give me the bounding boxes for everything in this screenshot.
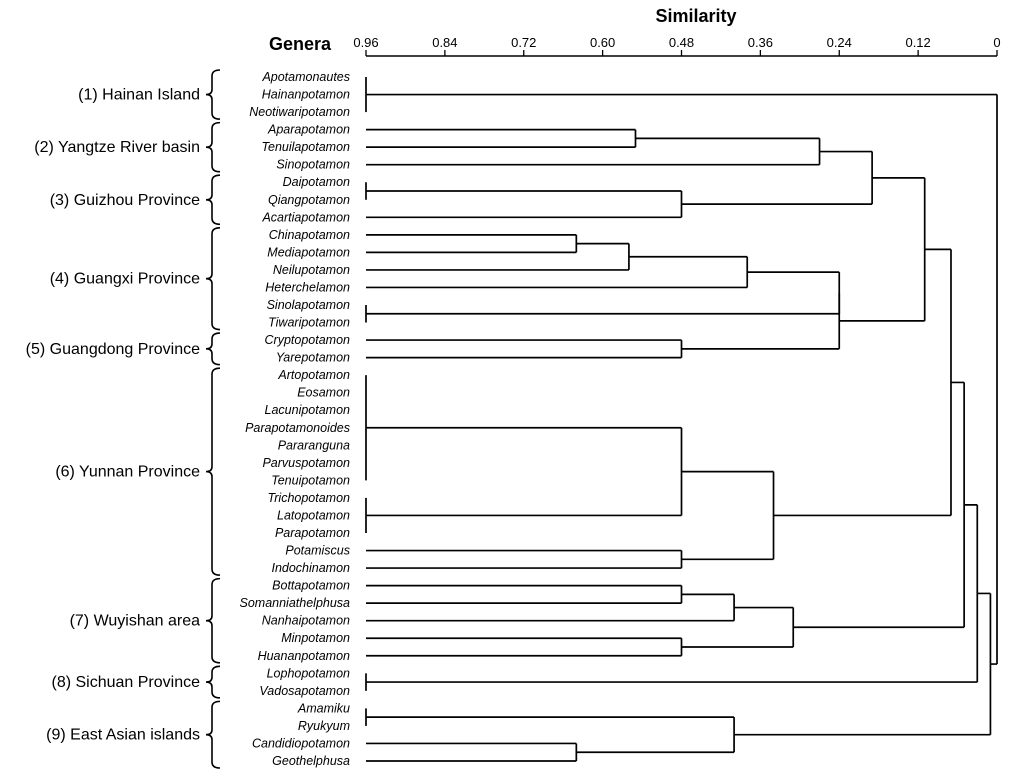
- region-label: (5) Guangdong Province: [26, 341, 200, 358]
- genus-label: Yarepotamon: [276, 351, 350, 365]
- genus-label: Cryptopotamon: [265, 333, 351, 347]
- dendrogram-branch: [366, 255, 749, 289]
- dendrogram-branch: [681, 292, 841, 350]
- axis-tick-label: 0.72: [511, 35, 536, 50]
- genus-label: Hainanpotamon: [262, 88, 350, 102]
- genus-label: Sinolapotamon: [267, 298, 350, 312]
- genus-label: Daipotamon: [283, 175, 350, 189]
- axis-tick-label: 0.48: [669, 35, 694, 50]
- axis-tick-label: 0.12: [905, 35, 930, 50]
- dendrogram-branch: [366, 242, 630, 271]
- dendrogram-branches: [365, 77, 998, 762]
- axis-tick-label: 0.60: [590, 35, 615, 50]
- genus-label: Acartiapotamon: [261, 210, 350, 224]
- genus-label: Latopotamon: [277, 508, 350, 522]
- genus-label: Ryukyum: [298, 719, 350, 733]
- genus-label: Pararanguna: [278, 438, 350, 452]
- dendrogram-branch: [366, 716, 735, 754]
- axis-tick-label: 0.84: [432, 35, 457, 50]
- genus-label: Qiangpotamon: [268, 193, 350, 207]
- genus-label: Parapotamon: [275, 526, 350, 540]
- genus-label: Heterchelamon: [265, 280, 350, 294]
- dendrogram-branch: [366, 503, 979, 683]
- genus-label: Lacunipotamon: [265, 403, 351, 417]
- region-label: (4) Guangxi Province: [50, 271, 200, 288]
- genus-label: Minpotamon: [281, 631, 350, 645]
- region-label: (2) Yangtze River basin: [34, 139, 200, 156]
- region-labels: (1) Hainan Island (2) Yangtze River basin…: [26, 69, 221, 769]
- dendrogram-branch: [366, 190, 683, 219]
- genus-label: Apotamonautes: [261, 70, 350, 84]
- genus-labels: Apotamonautes Hainanpotamon Neotiwaripotam…: [240, 70, 351, 768]
- genus-label: Parvuspotamon: [262, 456, 350, 470]
- genus-label: Aparapotamon: [267, 123, 350, 137]
- genus-label: Nanhaipotamon: [262, 614, 350, 628]
- dendrogram-branch: [366, 128, 637, 149]
- genus-label: Somanniathelphusa: [240, 596, 351, 610]
- region-label: (8) Sichuan Province: [51, 674, 200, 691]
- genus-label: Indochinamon: [271, 561, 350, 575]
- region-label: (9) East Asian islands: [46, 727, 200, 744]
- region-brace: [205, 121, 221, 173]
- dendrogram-branch: [681, 150, 873, 206]
- genus-label: Vadosapotamon: [259, 684, 350, 698]
- genera-axis-label: Genera: [269, 34, 332, 54]
- similarity-axis: 0.96 0.84 0.72 0.60 0.48 0.36 0.24 0.12 0: [353, 35, 1001, 57]
- axis-tick-label: 0: [993, 35, 1000, 50]
- genus-label: Bottapotamon: [272, 579, 350, 593]
- axis-tick-label: 0.96: [353, 35, 378, 50]
- region-brace: [205, 227, 221, 331]
- dendrogram-branch: [366, 339, 683, 359]
- genus-label: Amamiku: [297, 701, 350, 715]
- dendrogram-branch: [366, 637, 683, 657]
- region-label: (6) Yunnan Province: [55, 464, 200, 481]
- dendrogram-branch: [366, 271, 841, 315]
- dendrogram-branch: [366, 93, 998, 665]
- dendrogram-branch: [366, 137, 821, 166]
- dendrogram-branch: [366, 742, 578, 762]
- genus-label: Sinopotamon: [276, 158, 350, 172]
- dendrogram-branch: [366, 426, 683, 517]
- genus-label: Chinapotamon: [269, 228, 350, 242]
- region-brace: [205, 577, 221, 664]
- axis-tick-label: 0.36: [748, 35, 773, 50]
- region-brace: [205, 700, 221, 769]
- axis-tick-label: 0.24: [827, 35, 852, 50]
- dendrogram-branch: [839, 176, 926, 322]
- genus-label: Tenuipotamon: [271, 473, 350, 487]
- genus-label: Artopotamon: [277, 368, 350, 382]
- region-brace: [205, 665, 221, 699]
- region-label: (7) Wuyishan area: [70, 613, 201, 630]
- genus-label: Parapotamonoides: [245, 421, 350, 435]
- dendrogram-branch: [734, 592, 992, 736]
- genus-label: Tenuilapotamon: [262, 140, 351, 154]
- region-brace: [205, 174, 221, 226]
- dendrogram-branch: [366, 593, 735, 622]
- region-label: (3) Guizhou Province: [50, 192, 200, 209]
- genus-label: Trichopotamon: [268, 491, 350, 505]
- dendrogram-branch: [366, 549, 683, 569]
- genus-label: Neilupotamon: [273, 263, 350, 277]
- region-label: (1) Hainan Island: [78, 87, 200, 104]
- genus-label: Potamiscus: [285, 544, 350, 558]
- dendrogram-branch: [366, 233, 578, 254]
- genus-label: Neotiwaripotamon: [249, 105, 350, 119]
- region-brace: [205, 367, 221, 576]
- dendrogram-branch: [793, 381, 965, 629]
- chart-title: Similarity: [655, 6, 736, 26]
- genus-label: Tiwaripotamon: [268, 316, 350, 330]
- region-brace: [205, 332, 221, 366]
- genus-label: Mediapotamon: [267, 245, 350, 259]
- genus-label: Eosamon: [297, 386, 350, 400]
- genus-label: Huananpotamon: [258, 649, 350, 663]
- dendrogram-branch: [681, 470, 775, 561]
- dendrogram-branch: [366, 584, 683, 605]
- genus-label: Lophopotamon: [267, 666, 350, 680]
- genus-label: Geothelphusa: [272, 754, 350, 768]
- dendrogram-branch: [681, 606, 795, 648]
- genus-label: Candidiopotamon: [252, 736, 350, 750]
- region-brace: [205, 69, 221, 120]
